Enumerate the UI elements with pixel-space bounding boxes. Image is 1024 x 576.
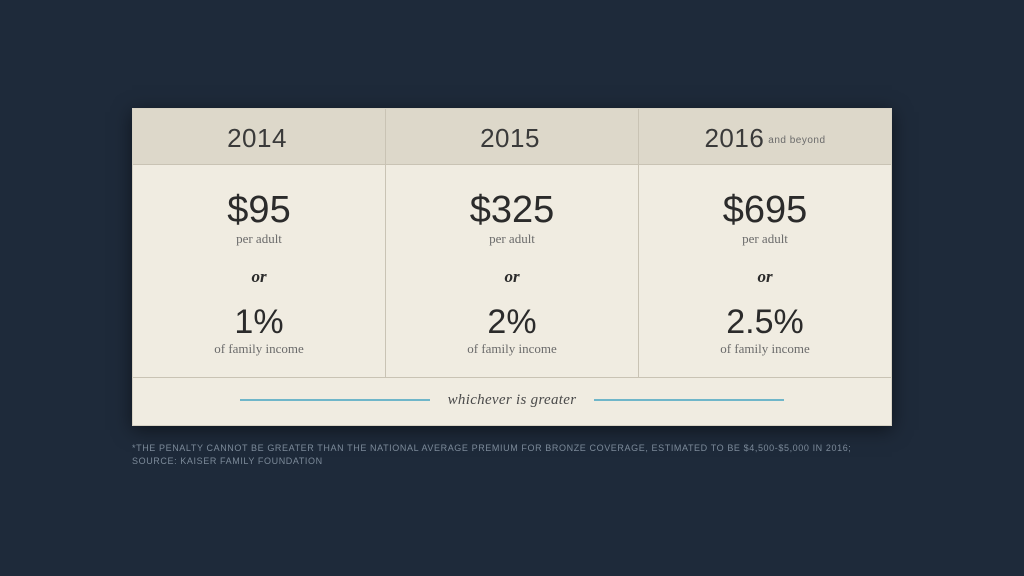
body-cell-2014: $95 per adult or 1% of family income [133, 165, 386, 377]
amount-value: $325 [396, 191, 628, 229]
percent-value: 2.5% [649, 305, 881, 339]
amount-label: per adult [649, 231, 881, 247]
percent-label: of family income [649, 341, 881, 357]
header-cell-2015: 2015 [386, 109, 639, 164]
header-cell-2014: 2014 [133, 109, 386, 164]
footer-row: whichever is greater [133, 377, 891, 425]
penalty-card: 2014 2015 2016 and beyond $95 per adult o… [132, 108, 892, 426]
amount-value: $695 [649, 191, 881, 229]
rule-right [594, 399, 784, 401]
amount-label: per adult [396, 231, 628, 247]
or-divider: or [649, 267, 881, 287]
percent-value: 2% [396, 305, 628, 339]
percent-label: of family income [396, 341, 628, 357]
year-label: 2016 [704, 123, 764, 153]
body-cell-2015: $325 per adult or 2% of family income [386, 165, 639, 377]
or-divider: or [143, 267, 375, 287]
header-row: 2014 2015 2016 and beyond [133, 109, 891, 165]
footnote-text: *THE PENALTY CANNOT BE GREATER THAN THE … [132, 442, 892, 469]
body-cell-2016: $695 per adult or 2.5% of family income [639, 165, 891, 377]
body-row: $95 per adult or 1% of family income $32… [133, 165, 891, 377]
header-cell-2016: 2016 and beyond [639, 109, 891, 164]
footer-text: whichever is greater [448, 392, 577, 409]
year-label: 2014 [227, 123, 287, 153]
amount-value: $95 [143, 191, 375, 229]
percent-value: 1% [143, 305, 375, 339]
or-divider: or [396, 267, 628, 287]
year-suffix: and beyond [768, 135, 825, 146]
percent-label: of family income [143, 341, 375, 357]
rule-left [240, 399, 430, 401]
year-label: 2015 [480, 123, 540, 153]
amount-label: per adult [143, 231, 375, 247]
